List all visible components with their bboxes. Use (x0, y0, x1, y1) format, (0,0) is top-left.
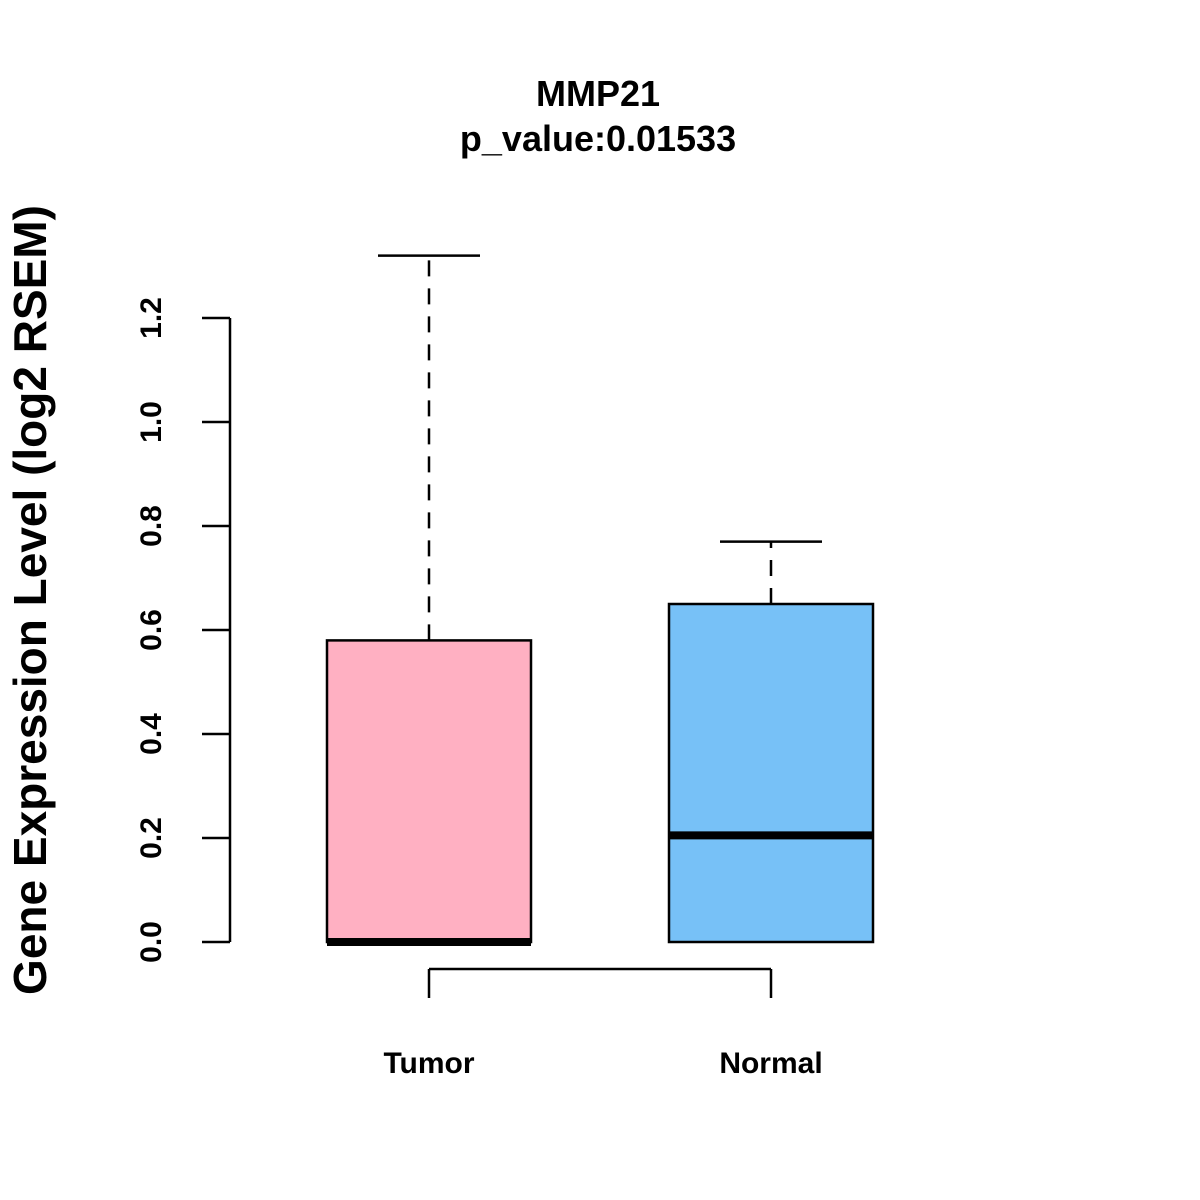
y-axis: 0.0 0.2 0.4 0.6 0.8 1.0 1.2 (135, 297, 232, 963)
chart-title: MMP21 (536, 73, 660, 114)
y-tick-label: 0.0 (135, 921, 168, 963)
box-tumor (325, 254, 533, 946)
y-tick-label: 1.0 (135, 401, 168, 443)
box-normal (667, 540, 875, 944)
y-tick-label: 0.8 (135, 505, 168, 547)
x-tick-label-tumor: Tumor (383, 1047, 474, 1080)
box-body (325, 639, 533, 944)
y-tick-label: 0.4 (135, 713, 168, 755)
box-body (667, 602, 875, 944)
y-tick-label: 0.6 (135, 609, 168, 651)
y-tick-label: 1.2 (135, 297, 168, 339)
x-tick-label-normal: Normal (719, 1047, 822, 1080)
y-tick-label: 0.2 (135, 817, 168, 859)
x-axis: Tumor Normal (383, 967, 823, 1080)
chart-subtitle: p_value:0.01533 (460, 118, 736, 159)
boxes-group (325, 254, 875, 946)
y-axis-title: Gene Expression Level (log2 RSEM) (4, 205, 56, 995)
